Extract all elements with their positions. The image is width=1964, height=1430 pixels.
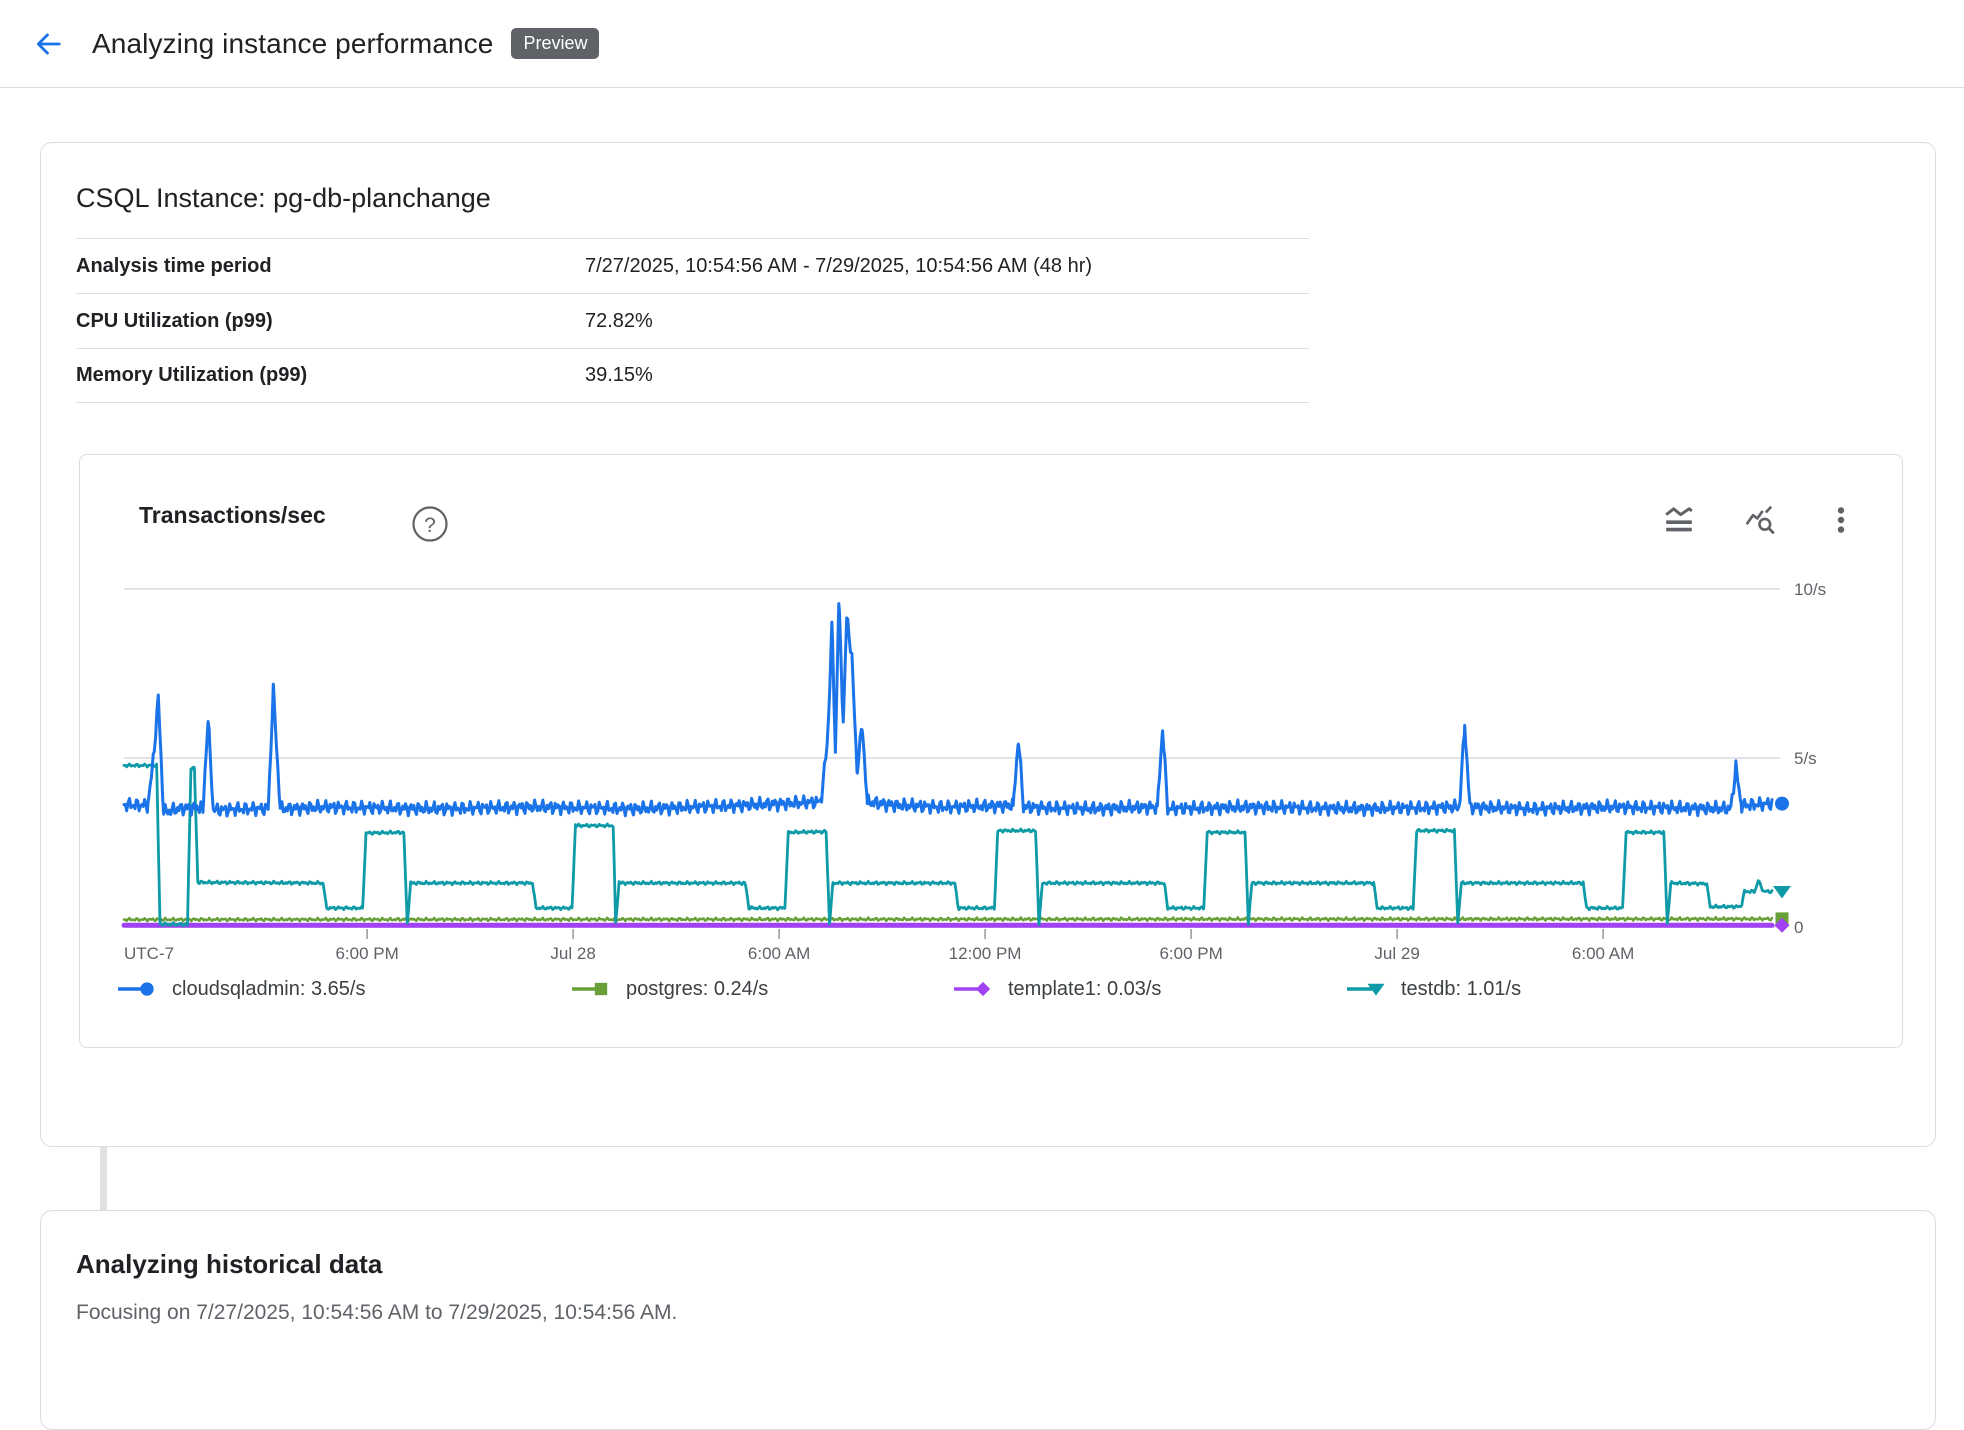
- line-diamond-marker-icon: [954, 981, 991, 997]
- circle-marker: [140, 982, 154, 996]
- row-value: 7/27/2025, 10:54:56 AM - 7/29/2025, 10:5…: [585, 254, 1093, 277]
- history-card-body: Focusing on 7/27/2025, 10:54:56 AM to 7/…: [76, 1301, 678, 1324]
- explore-data-icon: [1745, 505, 1775, 534]
- row-value: 72.82%: [585, 309, 653, 332]
- series-postgres-line: [122, 915, 1774, 923]
- preview-badge: Preview: [511, 28, 600, 59]
- legend-label: cloudsqladmin: 3.65/s: [172, 977, 366, 1000]
- history-card-title: Analyzing historical data: [76, 1249, 383, 1279]
- y-axis-label: 5/s: [1794, 749, 1817, 768]
- table-row: Memory Utilization (p99) 39.15%: [76, 348, 1309, 403]
- legend-label: testdb: 1.01/s: [1401, 977, 1522, 1000]
- x-axis-label: 6:00 AM: [748, 944, 810, 963]
- series-cloudsqladmin-line: [122, 602, 1774, 818]
- x-axis-label: 12:00 PM: [949, 944, 1022, 963]
- chart-legend: cloudsqladmin: 3.65/s postgres: 0.24/s t…: [80, 973, 1902, 1005]
- instance-summary-card: CSQL Instance: pg-db-planchange Analysis…: [40, 142, 1936, 1147]
- stacked-area-icon: [1665, 507, 1693, 532]
- square-marker: [594, 982, 608, 996]
- triangle-down-marker: [1773, 886, 1791, 899]
- card-connector-line: [100, 1147, 107, 1211]
- row-label: CPU Utilization (p99): [76, 309, 273, 332]
- line-triangle-marker-icon: [1347, 983, 1385, 996]
- table-row: CPU Utilization (p99) 72.82%: [76, 293, 1309, 348]
- row-value: 39.15%: [585, 364, 653, 386]
- triangle-down-marker: [1367, 983, 1385, 996]
- legend-label: template1: 0.03/s: [1008, 977, 1162, 1000]
- line-square-marker-icon: [572, 982, 608, 996]
- more-options-button[interactable]: [1820, 499, 1862, 541]
- line-circle-marker-icon: [118, 982, 154, 996]
- legend-item-postgres: postgres: 0.24/s: [571, 973, 768, 1005]
- help-icon: ?: [412, 506, 448, 542]
- circle-marker: [1775, 796, 1789, 811]
- page-header: Analyzing instance performance Preview: [0, 0, 1964, 88]
- explore-data-button[interactable]: [1739, 499, 1781, 541]
- instance-card-title: CSQL Instance: pg-db-planchange: [76, 183, 491, 213]
- historical-data-card: Analyzing historical data Focusing on 7/…: [40, 1210, 1936, 1430]
- x-axis-label: Jul 29: [1374, 944, 1419, 963]
- page-title: Analyzing instance performance: [92, 27, 494, 59]
- help-button[interactable]: ?: [411, 505, 449, 543]
- table-row: Analysis time period 7/27/2025, 10:54:56…: [76, 238, 1309, 293]
- row-label: Memory Utilization (p99): [76, 364, 308, 386]
- legend-item-cloudsqladmin: cloudsqladmin: 3.65/s: [117, 973, 365, 1005]
- legend-item-testdb: testdb: 1.01/s: [1346, 973, 1521, 1005]
- x-axis-label: 6:00 AM: [1572, 944, 1634, 963]
- transactions-chart-card: Transactions/sec ?: [79, 454, 1903, 1048]
- instance-metrics-table: Analysis time period 7/27/2025, 10:54:56…: [76, 238, 1309, 403]
- row-label: Analysis time period: [76, 254, 272, 277]
- y-axis-label: 10/s: [1794, 580, 1826, 599]
- more-options-icon: [1837, 507, 1845, 533]
- chart-type-button[interactable]: [1658, 499, 1700, 541]
- svg-text:?: ?: [424, 514, 436, 537]
- x-axis-label: 6:00 PM: [1159, 944, 1222, 963]
- timezone-label: UTC-7: [124, 944, 174, 963]
- legend-label: postgres: 0.24/s: [626, 977, 769, 1000]
- chart-title: Transactions/sec: [139, 502, 326, 528]
- y-axis-label: 0: [1794, 918, 1803, 937]
- arrow-left-icon: [36, 32, 61, 55]
- diamond-marker: [975, 981, 991, 997]
- legend-item-template1: template1: 0.03/s: [953, 973, 1161, 1005]
- series-testdb-line: [122, 762, 1774, 928]
- x-axis-label: Jul 28: [550, 944, 595, 963]
- back-button[interactable]: [26, 22, 70, 66]
- transactions-chart-plot[interactable]: 0 5/s 10/s 6:00 PM Jul 28 6:00 AM 12:00 PM 6:00…: [80, 545, 1904, 965]
- x-axis-label: 6:00 PM: [335, 944, 398, 963]
